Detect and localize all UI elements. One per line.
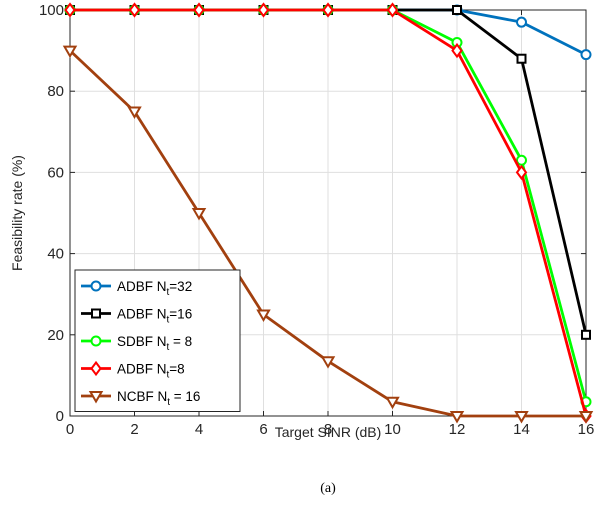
data-point — [516, 154, 527, 166]
x-tick-label: 16 — [578, 421, 595, 438]
y-tick-label: 60 — [47, 164, 64, 181]
legend-subscript: t — [167, 397, 170, 408]
legend-marker — [91, 308, 101, 319]
data-point — [64, 2, 76, 18]
x-tick-label: 6 — [259, 421, 267, 438]
legend-entry: SDBF Nt = 8 — [81, 334, 192, 353]
legend-name: ADBF N — [117, 279, 167, 294]
y-axis-label: Feasibility rate (%) — [9, 155, 25, 271]
data-point — [193, 2, 205, 18]
y-tick-label: 100 — [39, 2, 64, 19]
legend-label: ADBF Nt=16 — [117, 307, 192, 326]
legend-name: ADBF N — [117, 307, 167, 322]
legend-subscript: t — [167, 287, 170, 298]
x-tick-label: 14 — [513, 421, 530, 438]
legend-suffix: =8 — [169, 362, 184, 377]
data-point — [580, 49, 592, 61]
y-tick-label: 40 — [47, 246, 64, 263]
series-3 — [64, 2, 592, 424]
data-point — [578, 411, 594, 424]
data-point — [516, 16, 527, 28]
data-point — [128, 2, 141, 18]
legend-marker — [90, 360, 102, 377]
legend-suffix: =32 — [169, 279, 192, 294]
x-tick-label: 12 — [449, 421, 466, 438]
x-axis-label: Target SINR (dB) — [275, 424, 382, 440]
data-point — [127, 106, 142, 119]
legend-suffix: =16 — [169, 307, 192, 322]
legend-entry: ADBF Nt=16 — [81, 307, 192, 326]
legend-entry: NCBF Nt = 16 — [81, 389, 200, 408]
data-point — [62, 45, 78, 59]
legend-subscript: t — [167, 370, 170, 381]
data-point — [257, 2, 270, 18]
legend-subscript: t — [167, 315, 170, 326]
series-layer — [62, 2, 594, 424]
legend-label: ADBF Nt=32 — [117, 279, 192, 298]
data-point — [514, 411, 529, 424]
legend-label: SDBF Nt = 8 — [117, 334, 192, 353]
legend-name: NCBF N — [117, 389, 167, 404]
y-tick-label: 0 — [56, 408, 64, 425]
data-point — [191, 208, 207, 221]
x-tick-label: 8 — [324, 421, 332, 438]
x-tick-label: 2 — [130, 421, 138, 438]
data-point — [386, 2, 399, 18]
legend-name: SDBF N — [117, 334, 167, 349]
legend-subscript: t — [167, 342, 170, 353]
y-tick-label: 20 — [47, 327, 64, 344]
series-4 — [62, 45, 594, 424]
legend-marker — [90, 280, 102, 292]
legend-suffix: = 8 — [169, 334, 192, 349]
legend-label: ADBF Nt=8 — [117, 362, 185, 381]
legend-marker — [88, 391, 104, 404]
data-point — [320, 356, 336, 369]
data-point — [449, 411, 465, 424]
data-point — [451, 42, 463, 59]
legend-marker — [90, 335, 102, 347]
legend-entry: ADBF Nt=8 — [81, 360, 185, 381]
data-point — [256, 309, 271, 322]
data-point — [516, 53, 527, 64]
figure-caption: (a) — [320, 481, 336, 496]
data-point — [385, 396, 400, 410]
data-point — [581, 329, 591, 340]
x-tick-label: 4 — [195, 421, 203, 438]
data-point — [515, 164, 528, 181]
y-tick-label: 80 — [47, 83, 64, 100]
x-tick-label: 10 — [384, 421, 401, 438]
legend-name: ADBF N — [117, 362, 167, 377]
x-tick-label: 0 — [66, 421, 74, 438]
legend-entry: ADBF Nt=32 — [81, 279, 192, 298]
data-point — [322, 2, 334, 18]
legend-label: NCBF Nt = 16 — [117, 389, 200, 408]
legend-suffix: = 16 — [170, 389, 200, 404]
data-point — [452, 5, 462, 15]
